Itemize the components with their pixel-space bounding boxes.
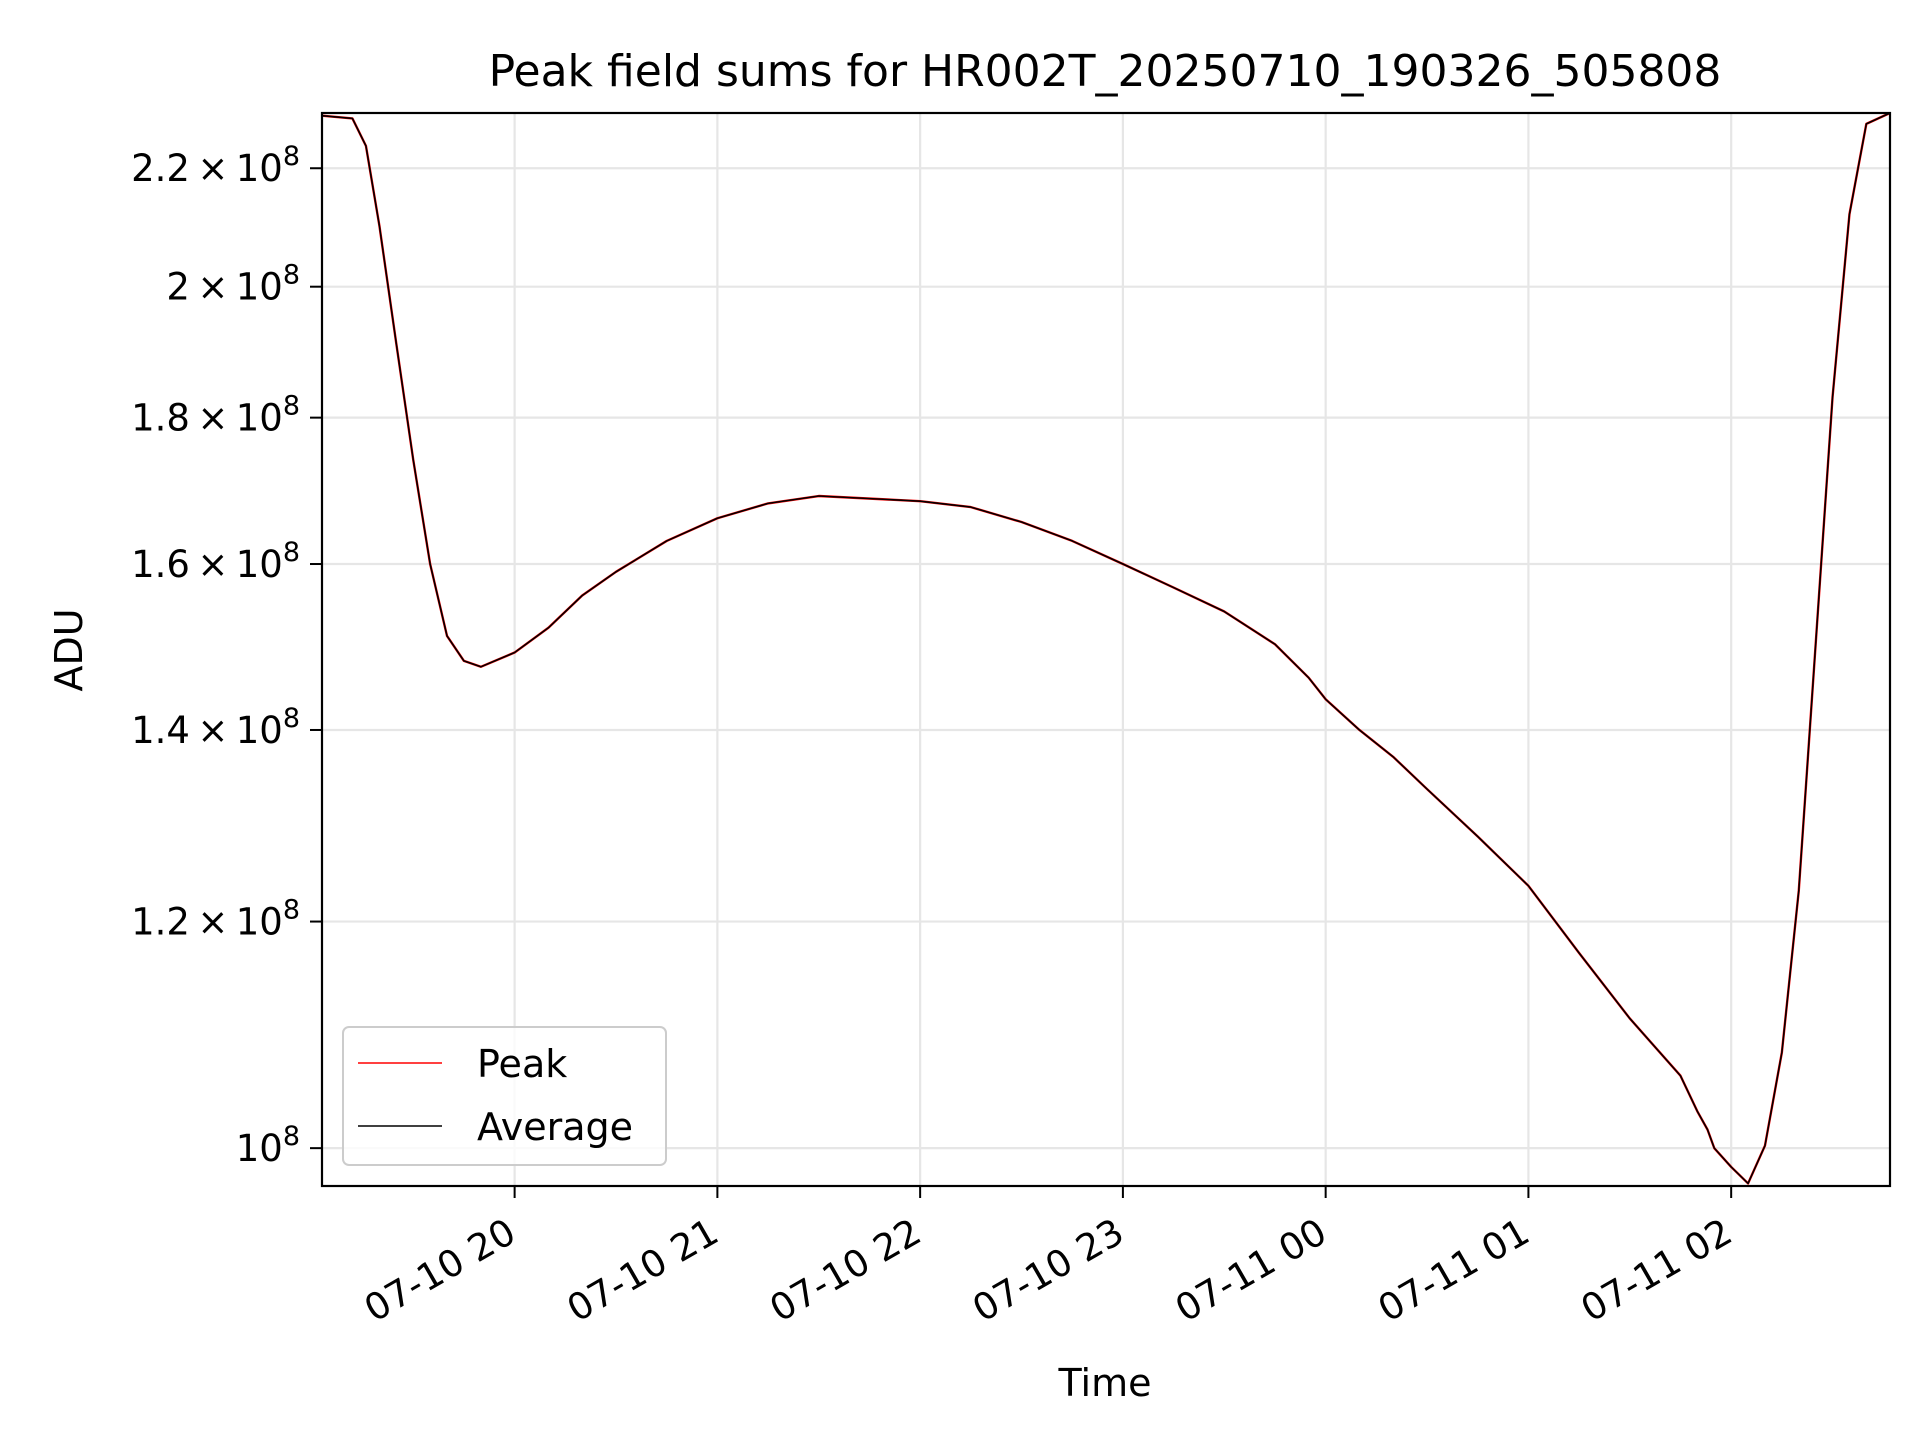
y-tick-mantissa: 2.2 × 10 xyxy=(131,147,283,190)
chart-title: Peak field sums for HR002T_20250710_1903… xyxy=(489,46,1722,97)
y-tick-mantissa: 1.2 × 10 xyxy=(131,901,283,944)
y-tick-exponent: 8 xyxy=(283,895,300,926)
y-axis-label: ADU xyxy=(47,608,91,691)
y-tick-mantissa: 1.4 × 10 xyxy=(131,709,283,752)
y-tick-exponent: 8 xyxy=(283,1121,300,1152)
x-axis-label: Time xyxy=(1058,1361,1152,1405)
series-line-average xyxy=(321,112,1891,1185)
y-tick-label: 2.2 × 108 xyxy=(131,141,300,190)
y-tick-exponent: 8 xyxy=(283,260,300,291)
legend-label-peak: Peak xyxy=(477,1042,567,1086)
y-tick-label: 2 × 108 xyxy=(166,260,300,309)
y-tick-exponent: 8 xyxy=(283,537,300,568)
y-tick-mantissa: 1.8 × 10 xyxy=(131,397,283,440)
legend-label-average: Average xyxy=(477,1105,633,1149)
y-tick-label: 1.6 × 108 xyxy=(131,537,300,586)
y-tick-exponent: 8 xyxy=(283,391,300,422)
series-layer xyxy=(321,111,1891,1185)
y-tick-mantissa: 1.6 × 10 xyxy=(131,543,283,586)
y-tick-label: 108 xyxy=(236,1121,300,1170)
plot-area-frame xyxy=(320,111,1892,1188)
legend-box xyxy=(342,1026,667,1166)
y-tick-mantissa: 10 xyxy=(236,1127,283,1170)
legend: Peak Average xyxy=(342,1026,667,1166)
y-tick-label: 1.4 × 108 xyxy=(131,703,300,752)
y-tick-mantissa: 2 × 10 xyxy=(166,266,282,309)
y-tick-label: 1.2 × 108 xyxy=(131,895,300,944)
y-tick-label: 1.8 × 108 xyxy=(131,391,300,440)
y-tick-exponent: 8 xyxy=(283,703,300,734)
y-tick-exponent: 8 xyxy=(283,141,300,172)
